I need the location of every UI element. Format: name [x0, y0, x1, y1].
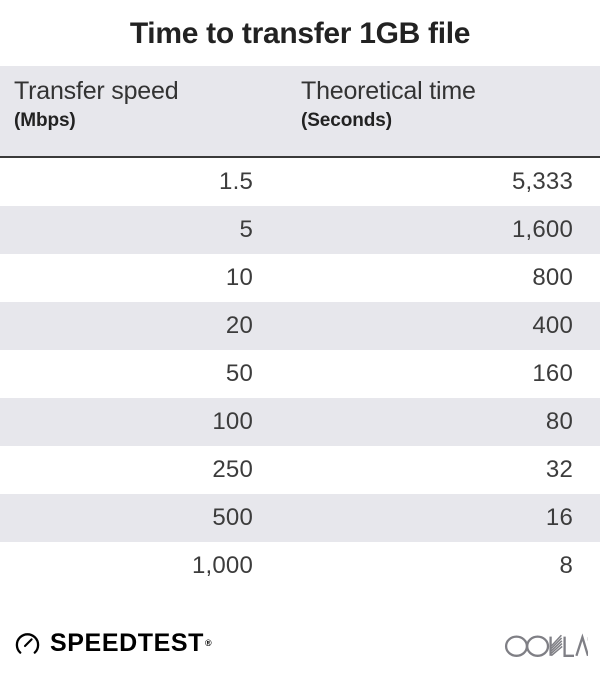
table-row: 1,000 8	[0, 542, 600, 590]
column-header-transfer-speed: Transfer speed (Mbps)	[0, 66, 285, 158]
cell-theoretical-time: 160	[532, 360, 573, 387]
cell-transfer-speed: 5	[239, 216, 253, 243]
table-header-row: Transfer speed (Mbps) Theoretical time (…	[0, 66, 600, 158]
column-header-theoretical-time-main: Theoretical time	[301, 77, 476, 105]
cell-transfer-speed: 500	[212, 504, 253, 531]
cell-theoretical-time: 5,333	[511, 168, 573, 195]
table-row: 100 80	[0, 398, 600, 446]
cell-transfer-speed: 50	[225, 360, 253, 387]
cell-transfer-speed: 250	[212, 456, 253, 483]
cell-transfer-speed: 1.5	[219, 168, 253, 195]
cell-transfer-speed: 1,000	[191, 552, 253, 579]
table-row: 250 32	[0, 446, 600, 494]
table-body: 1.5 5,333 5 1,600 10 800 20 400 50 160 1…	[0, 157, 600, 590]
column-header-theoretical-time-unit: (Seconds)	[301, 110, 392, 131]
transfer-time-table: Transfer speed (Mbps) Theoretical time (…	[0, 66, 600, 590]
table-row: 5 1,600	[0, 206, 600, 254]
table-row: 20 400	[0, 302, 600, 350]
footer: SPEEDTEST ®	[0, 616, 600, 677]
cell-theoretical-time: 800	[532, 264, 573, 291]
cell-theoretical-time: 8	[559, 552, 573, 579]
column-header-transfer-speed-unit: (Mbps)	[14, 110, 76, 131]
speedtest-wordmark: SPEEDTEST	[50, 628, 205, 657]
ookla-logo: ®	[504, 632, 591, 663]
column-header-transfer-speed-main: Transfer speed	[14, 77, 179, 105]
cell-theoretical-time: 80	[545, 408, 573, 435]
ookla-registered-mark: ®	[587, 636, 588, 643]
cell-transfer-speed: 100	[212, 408, 253, 435]
column-header-theoretical-time: Theoretical time (Seconds)	[285, 66, 600, 158]
cell-transfer-speed: 10	[225, 264, 253, 291]
cell-theoretical-time: 1,600	[511, 216, 573, 243]
table-row: 50 160	[0, 350, 600, 398]
cell-theoretical-time: 400	[532, 312, 573, 339]
speedtest-registered-mark: ®	[205, 638, 212, 648]
cell-theoretical-time: 16	[545, 504, 573, 531]
table-row: 500 16	[0, 494, 600, 542]
speedtest-logo: SPEEDTEST ®	[14, 626, 212, 660]
ookla-wordmark-icon: ®	[504, 633, 591, 657]
cell-theoretical-time: 32	[545, 456, 573, 483]
page-title: Time to transfer 1GB file	[129, 17, 471, 50]
speedometer-gauge-icon	[15, 632, 40, 654]
table-header: Transfer speed (Mbps) Theoretical time (…	[0, 66, 600, 158]
cell-transfer-speed: 20	[225, 312, 253, 339]
table-row: 1.5 5,333	[0, 157, 600, 206]
table-row: 10 800	[0, 254, 600, 302]
